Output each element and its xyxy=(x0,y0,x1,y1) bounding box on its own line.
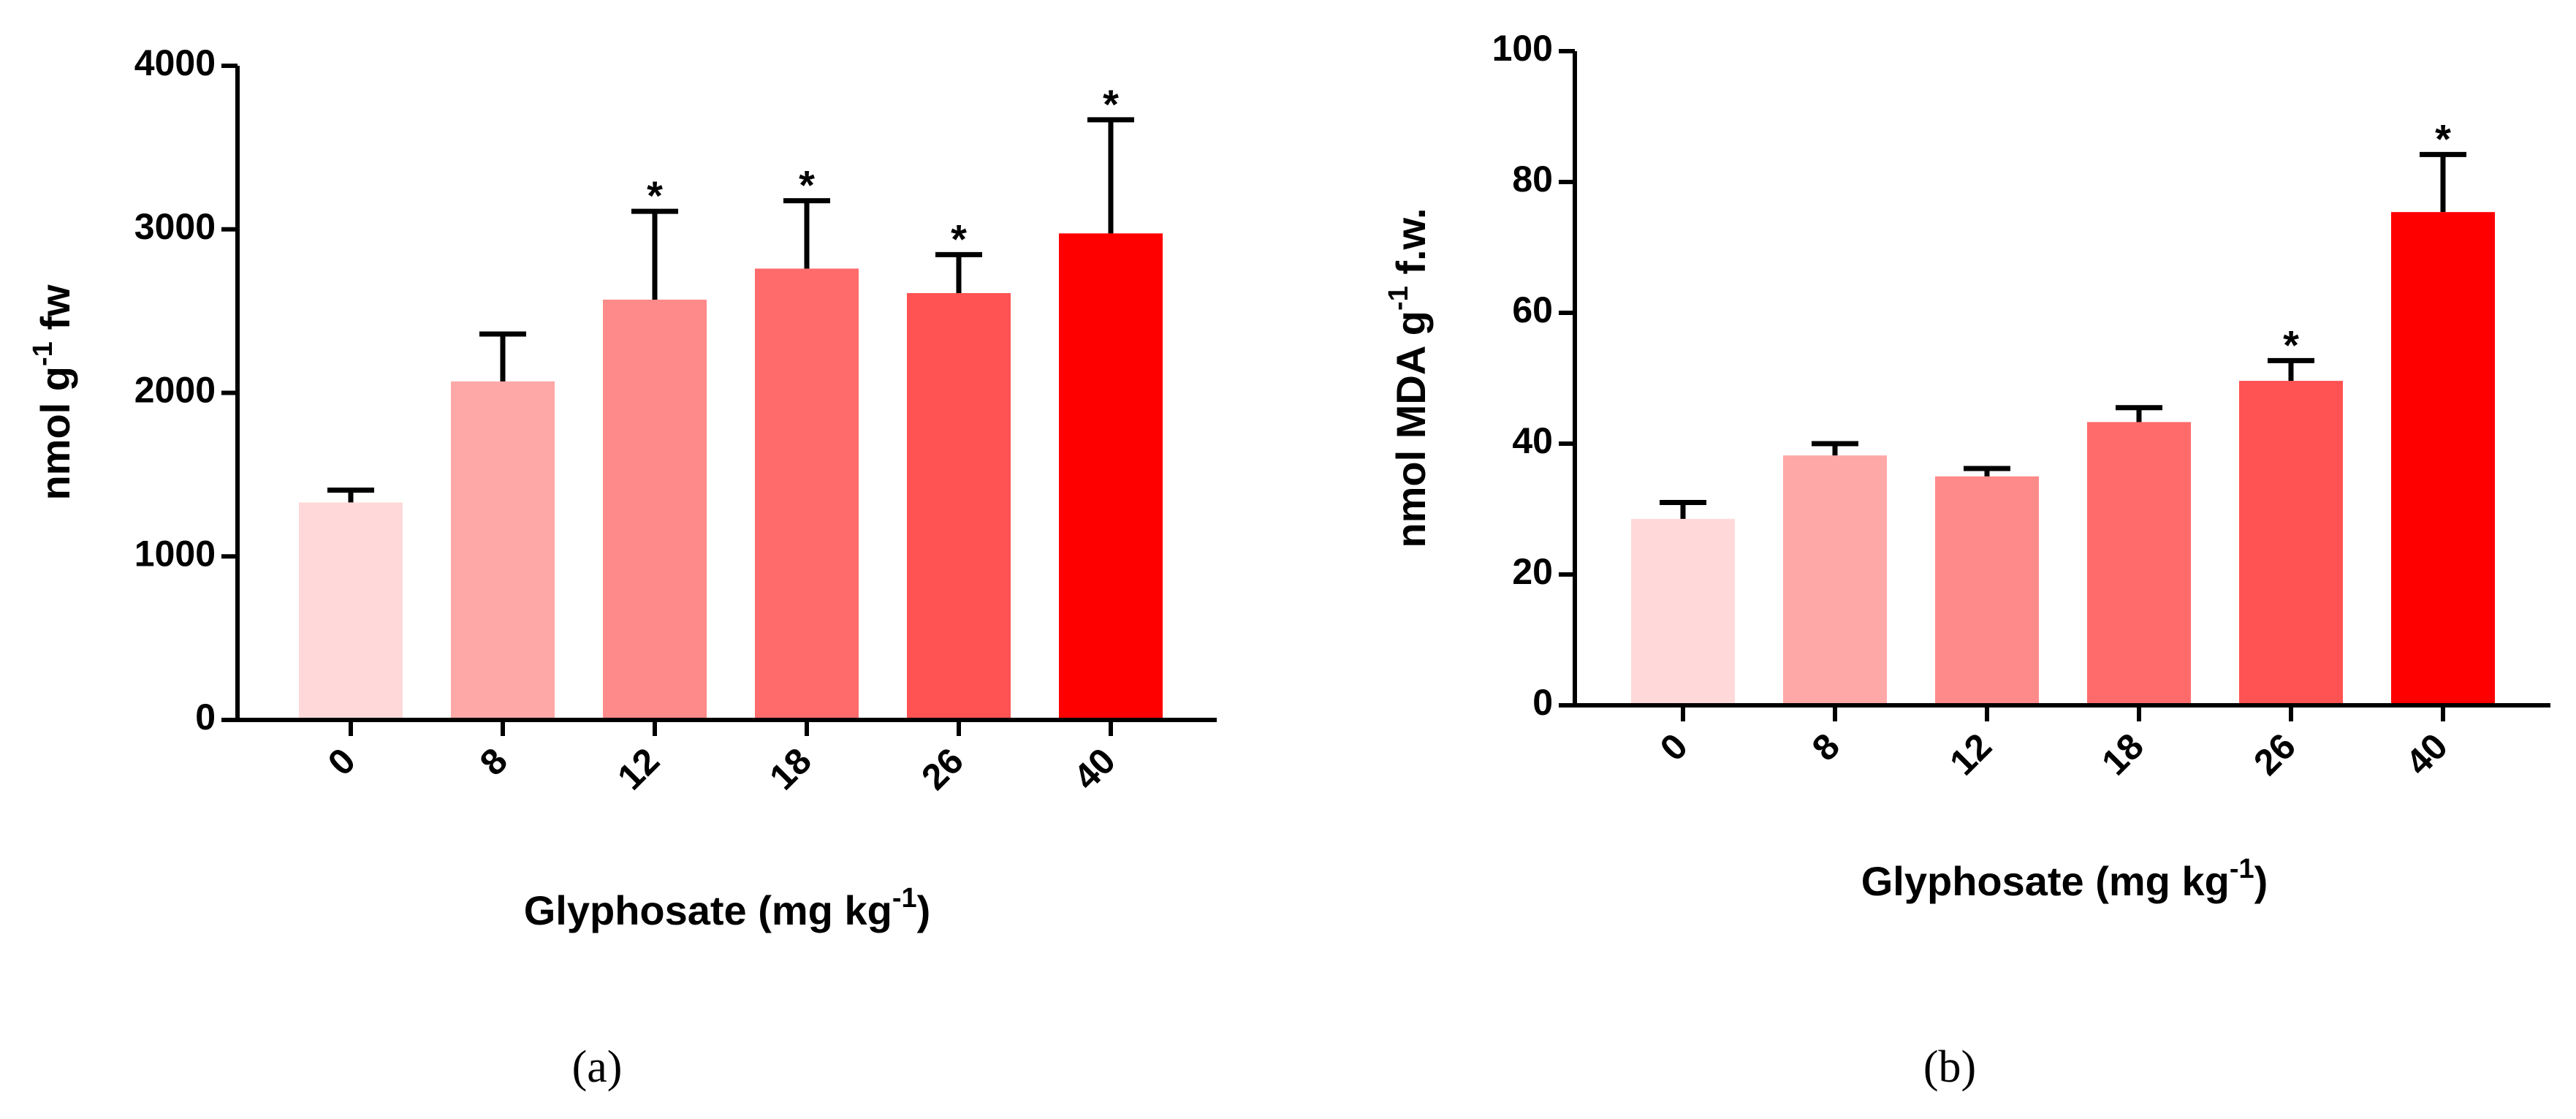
x-axis-label: Glyphosate (mg kg-1) xyxy=(1861,854,2268,904)
y-tick-label: 4000 xyxy=(134,42,216,83)
bar-26 xyxy=(2239,381,2343,705)
y-axis-label: nmol MDA g-1 f.w. xyxy=(1383,208,1434,547)
chart-panel-b: 0 8 12 18 * 26 * 40 0 20 40 60 80 100 Glyphosate (mg k… xyxy=(1383,28,2550,1092)
y-tick-label: 20 xyxy=(1512,551,1553,592)
x-axis-label: Glyphosate (mg kg-1) xyxy=(524,883,931,933)
y-axis-label: nmol g-1 fw xyxy=(28,284,78,501)
y-tick-label: 0 xyxy=(195,697,216,737)
x-axis-label-text: Glyphosate (mg kg xyxy=(1861,858,2230,904)
bar-40 xyxy=(1059,233,1163,720)
bar-12 xyxy=(1935,476,2039,705)
significance-mark: * xyxy=(799,162,815,208)
y-tick-label: 1000 xyxy=(134,533,216,574)
x-tick-label: 8 xyxy=(472,740,515,784)
bar-18 xyxy=(2087,422,2191,705)
bar-8 xyxy=(1783,455,1887,705)
x-axis-label-end: ) xyxy=(2254,858,2268,904)
bar-40 xyxy=(2391,212,2495,705)
y-tick-label: 40 xyxy=(1512,420,1553,461)
x-tick-label: 26 xyxy=(913,740,971,798)
x-axis-label-text: Glyphosate (mg kg xyxy=(524,887,892,933)
x-tick-label: 0 xyxy=(320,740,363,784)
bar-0 xyxy=(299,502,403,720)
significance-mark: * xyxy=(2283,322,2299,368)
x-axis-label-end: ) xyxy=(917,887,931,933)
y-tick-label: 0 xyxy=(1532,682,1553,723)
y-axis-label-end: fw xyxy=(32,284,78,341)
bar-0 xyxy=(1631,518,1735,705)
y-axis-label-sup: -1 xyxy=(1383,286,1414,311)
panel-caption: (a) xyxy=(572,1042,623,1092)
bar-18 xyxy=(755,268,859,720)
y-tick-label: 80 xyxy=(1512,159,1553,200)
x-tick-label: 18 xyxy=(2094,726,2151,784)
x-tick-label: 12 xyxy=(1942,726,1999,784)
significance-mark: * xyxy=(2435,115,2451,162)
x-tick-label: 40 xyxy=(1065,740,1123,798)
y-axis-label-text: nmol g xyxy=(32,366,78,501)
x-tick-label: 40 xyxy=(2398,726,2455,784)
y-axis-label-text: nmol MDA g xyxy=(1388,311,1434,548)
significance-mark: * xyxy=(951,216,967,262)
x-tick-label: 8 xyxy=(1804,726,1847,769)
y-tick-label: 100 xyxy=(1492,28,1553,69)
significance-mark: * xyxy=(1103,81,1119,127)
bar-26 xyxy=(907,293,1011,720)
y-tick-label: 2000 xyxy=(134,370,216,411)
y-axis-label-end: f.w. xyxy=(1388,208,1434,286)
bar-8 xyxy=(451,381,555,720)
significance-mark: * xyxy=(647,172,663,219)
x-tick-label: 0 xyxy=(1652,726,1695,769)
x-tick-label: 26 xyxy=(2246,726,2303,784)
y-tick-label: 60 xyxy=(1512,289,1553,330)
bar-12 xyxy=(603,299,707,720)
y-tick-label: 3000 xyxy=(134,206,216,247)
x-tick-label: 18 xyxy=(761,740,819,798)
chart-panel-a: 0 8 * 12 * 18 * 26 * 40 0 1000 2000 3000 4000 Glyphosat… xyxy=(28,42,1217,1092)
x-tick-label: 12 xyxy=(609,740,667,798)
x-axis-label-sup: -1 xyxy=(2230,854,2254,884)
x-axis-label-sup: -1 xyxy=(892,883,917,914)
panel-caption: (b) xyxy=(1923,1042,1976,1092)
y-axis-label-sup: -1 xyxy=(28,341,58,366)
